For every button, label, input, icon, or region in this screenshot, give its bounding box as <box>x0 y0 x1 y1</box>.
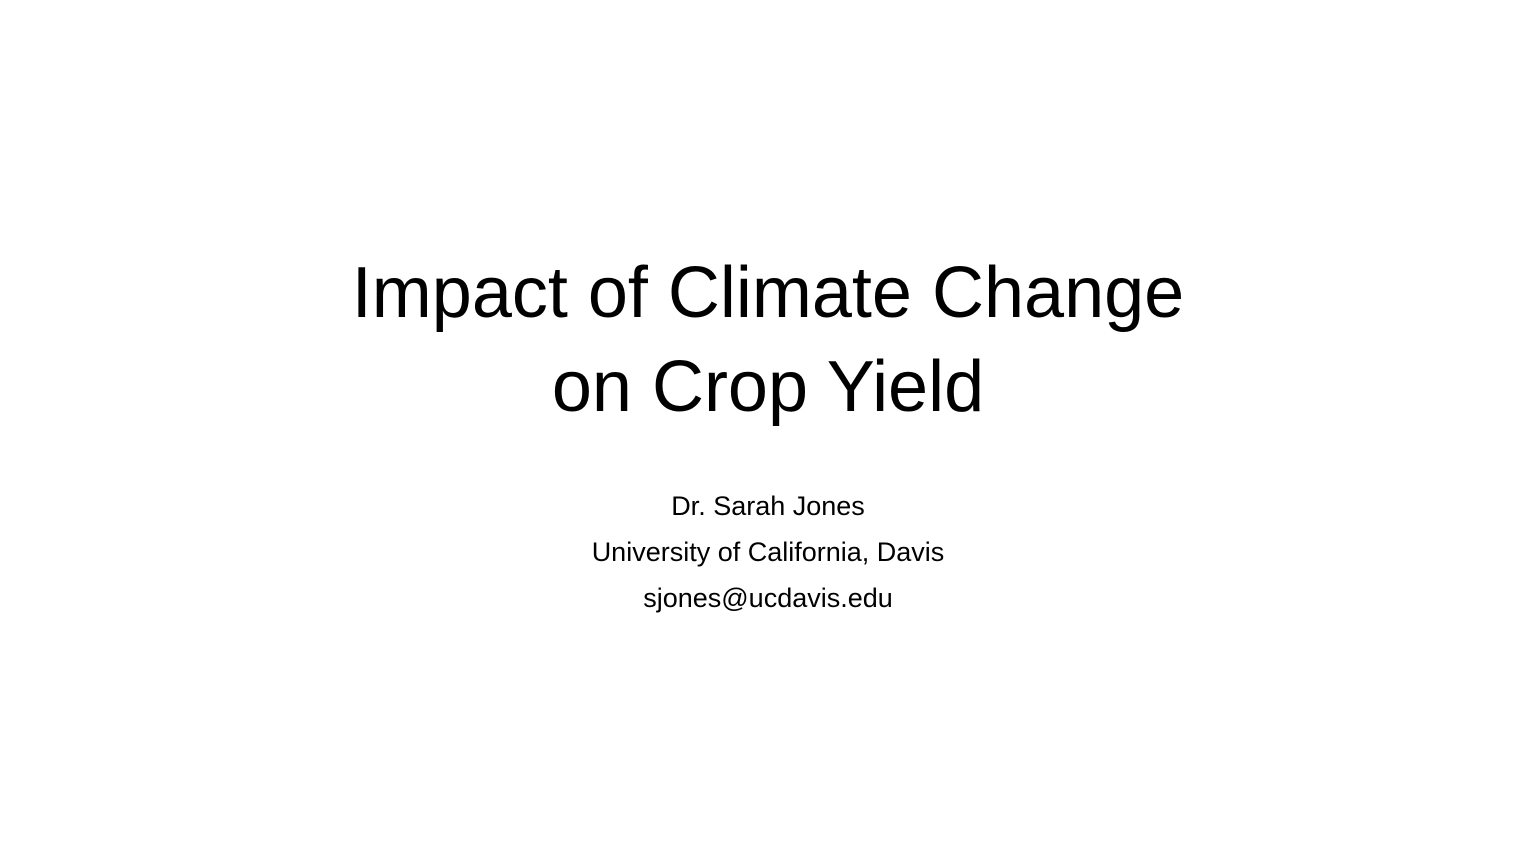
slide-title-line-2: on Crop Yield <box>551 347 985 427</box>
slide-subtitle: Dr. Sarah Jones University of California… <box>0 483 1536 621</box>
slide-title-line-1: Impact of Climate Change <box>351 253 1185 333</box>
slide-title: Impact of Climate Change on Crop Yield <box>0 246 1536 434</box>
author-affiliation: University of California, Davis <box>591 537 945 567</box>
author-email: sjones@ucdavis.edu <box>643 583 893 613</box>
author-name: Dr. Sarah Jones <box>671 491 865 521</box>
